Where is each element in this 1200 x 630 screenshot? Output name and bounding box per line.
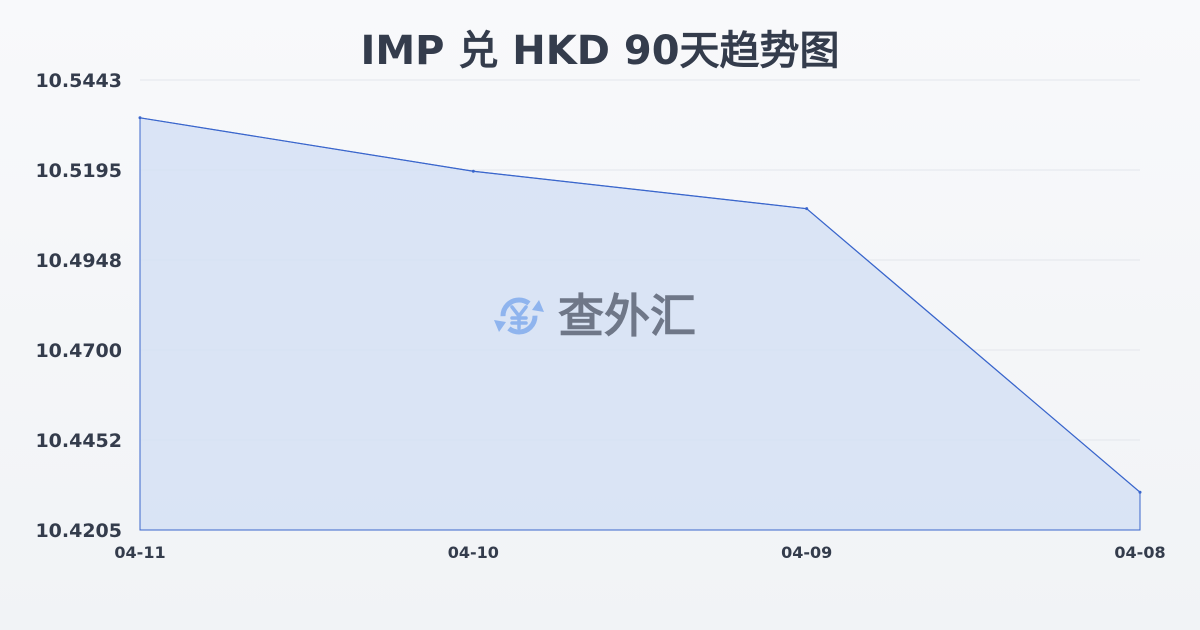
x-tick-label: 04-09: [781, 543, 832, 562]
x-tick-label: 04-11: [114, 543, 165, 562]
watermark-icon: [494, 297, 544, 335]
y-tick-label: 10.4452: [35, 430, 122, 452]
data-point: [138, 116, 142, 120]
chart-title: IMP 兑 HKD 90天趋势图: [360, 28, 840, 74]
y-tick-label: 10.4700: [35, 340, 122, 362]
data-point: [805, 207, 809, 211]
data-point: [1138, 490, 1142, 494]
y-tick-label: 10.4948: [35, 250, 122, 272]
y-tick-label: 10.5443: [35, 70, 122, 92]
watermark-text: 查外汇: [558, 289, 696, 343]
y-tick-label: 10.4205: [35, 520, 122, 542]
x-tick-label: 04-08: [1114, 543, 1165, 562]
x-tick-label: 04-10: [448, 543, 499, 562]
data-point: [471, 169, 475, 173]
series-line: [139, 117, 1141, 493]
y-tick-label: 10.5195: [35, 160, 122, 182]
